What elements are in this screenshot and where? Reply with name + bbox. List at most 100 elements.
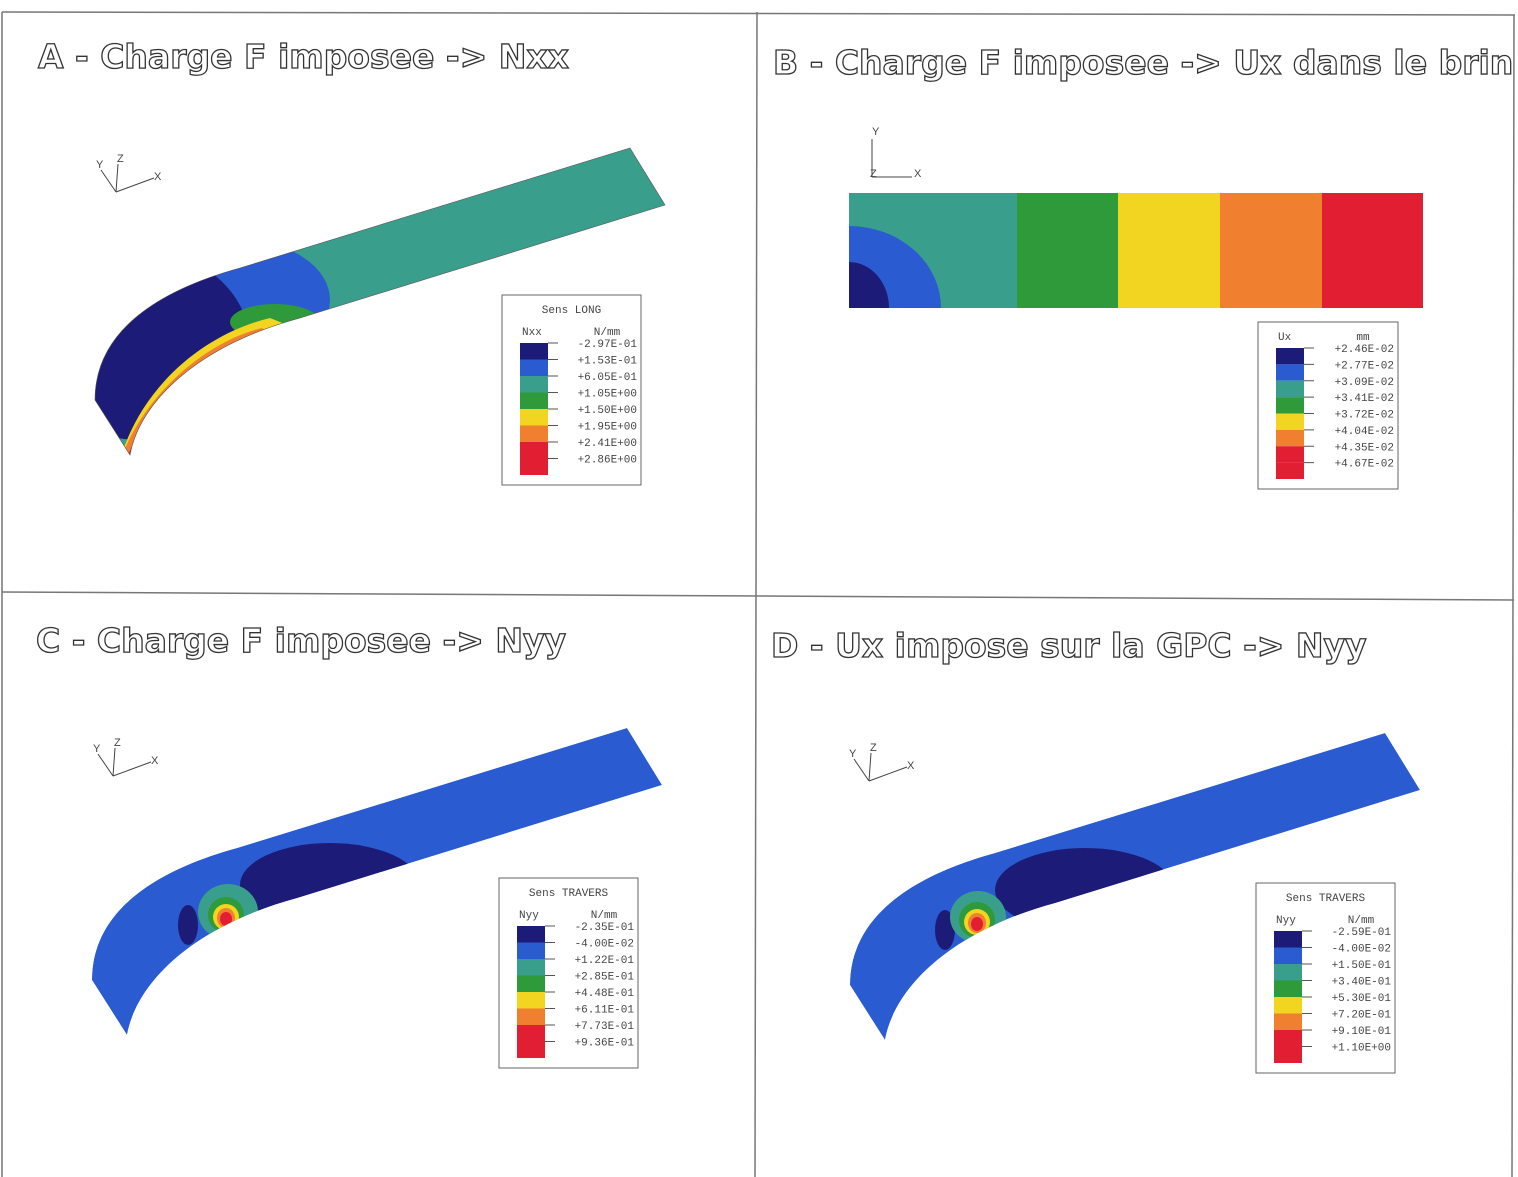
legend-label: -4.00E-02 — [575, 939, 634, 951]
legend-label: +2.46E-02 — [1335, 344, 1394, 356]
legend-swatch — [1274, 964, 1302, 981]
legend-label: +1.95E+00 — [578, 422, 637, 434]
legend-swatch — [1276, 364, 1304, 381]
legend-swatch — [1274, 931, 1302, 948]
legend-swatch — [520, 442, 548, 459]
legend-label: +1.50E+00 — [578, 405, 637, 417]
legend-swatch — [517, 926, 545, 943]
legend-swatch — [1274, 947, 1302, 964]
legend-label: +1.05E+00 — [578, 389, 637, 401]
panel-title: A - Charge F imposee -> Nxx — [38, 37, 569, 76]
legend-swatch — [520, 425, 548, 442]
axis-label: Z — [114, 737, 121, 749]
legend-unit: N/mm — [594, 327, 621, 339]
legend-label: +7.73E-01 — [575, 1021, 635, 1033]
legend-swatch — [1276, 446, 1304, 463]
legend-caption: Sens TRAVERS — [1286, 893, 1366, 905]
legend-label: +1.53E-01 — [578, 356, 638, 368]
axis-label: Z — [117, 153, 124, 165]
legend-label: +4.35E-02 — [1335, 442, 1394, 454]
legend-label: +2.86E+00 — [578, 455, 637, 467]
axis-triad — [115, 177, 155, 193]
legend-label: +6.05E-01 — [578, 372, 638, 384]
legend-swatch — [1276, 380, 1304, 398]
legend-swatch — [1274, 1013, 1302, 1030]
legend-label: +3.41E-02 — [1335, 393, 1394, 405]
legend-swatch — [1276, 397, 1304, 414]
legend-swatch — [1274, 1046, 1302, 1063]
legend-label: +3.09E-02 — [1335, 377, 1394, 389]
legend-label: -2.35E-01 — [575, 922, 635, 934]
axis-triad — [112, 747, 116, 777]
legend-swatch — [520, 376, 548, 393]
legend-quantity: Nxx — [522, 327, 542, 339]
axis-label: Z — [870, 742, 877, 754]
axis-label: X — [154, 171, 162, 183]
axis-triad — [112, 761, 152, 777]
axis-label: X — [907, 760, 915, 772]
legend-label: +5.30E-01 — [1332, 993, 1392, 1005]
axis-triad — [868, 766, 908, 782]
axis-triad — [100, 169, 117, 193]
legend-swatch — [517, 959, 545, 976]
legend-label: +1.50E-01 — [1332, 960, 1392, 972]
legend-swatch — [520, 409, 548, 426]
legend-label: -4.00E-02 — [1332, 944, 1391, 956]
panel-title: D - Ux impose sur la GPC -> Nyy — [771, 626, 1367, 665]
legend-quantity: Ux — [1278, 332, 1292, 344]
legend-quantity: Nyy — [519, 910, 539, 922]
axis-triad — [115, 163, 119, 193]
panel-title: B - Charge F imposee -> Ux dans le brin — [773, 43, 1513, 82]
legend-label: +2.85E-01 — [575, 972, 635, 984]
legend-unit: N/mm — [591, 910, 618, 922]
axis-triad — [97, 753, 114, 777]
legend-label: +4.67E-02 — [1335, 459, 1394, 471]
axis-label: Y — [96, 159, 104, 171]
axis-label: X — [151, 755, 159, 767]
legend-swatch — [1276, 413, 1304, 430]
fe-result-b — [849, 193, 1423, 308]
legend-swatch — [1276, 462, 1304, 479]
legend-caption: Sens LONG — [542, 305, 601, 317]
legend-unit: mm — [1356, 332, 1370, 344]
panel-frame — [1, 11, 1516, 1177]
legend-swatch — [517, 942, 545, 959]
legend-label: +7.20E-01 — [1332, 1010, 1392, 1022]
axis-triad — [868, 752, 872, 782]
axis-label: Y — [93, 743, 101, 755]
legend-swatch — [517, 1008, 545, 1025]
legend-swatch — [520, 359, 548, 376]
legend-label: +4.48E-01 — [575, 988, 635, 1000]
legend-label: -2.97E-01 — [578, 339, 638, 351]
axis-label: Y — [849, 748, 857, 760]
panel-title: C - Charge F imposee -> Nyy — [36, 621, 566, 660]
legend-swatch — [520, 392, 548, 409]
legend-swatch — [1274, 1030, 1302, 1047]
legend-swatch — [1274, 980, 1302, 997]
legend-label: +1.10E+00 — [1332, 1043, 1391, 1055]
legend-swatch — [520, 458, 548, 475]
legend-caption: Sens TRAVERS — [529, 888, 609, 900]
legend-swatch — [1274, 997, 1302, 1014]
axis-label: Z — [870, 168, 877, 180]
legend-label: +9.10E-01 — [1332, 1026, 1392, 1038]
legend-swatch — [1276, 348, 1304, 365]
axis-label: X — [914, 168, 922, 180]
legend-quantity: Nyy — [1276, 915, 1296, 927]
legend-label: +3.40E-01 — [1332, 977, 1392, 989]
legend-label: +6.11E-01 — [575, 1005, 635, 1017]
legend-swatch — [517, 992, 545, 1009]
axis-triad — [853, 758, 870, 782]
legend-label: -2.59E-01 — [1332, 927, 1392, 939]
legend-label: +2.77E-02 — [1335, 360, 1394, 372]
axis-label: Y — [872, 126, 880, 138]
legend-swatch — [517, 975, 545, 992]
legend-label: +3.72E-02 — [1335, 410, 1394, 422]
legend-label: +4.04E-02 — [1335, 426, 1394, 438]
legend-unit: N/mm — [1348, 915, 1375, 927]
legend-label: +9.36E-01 — [575, 1038, 635, 1050]
legend-swatch — [517, 1025, 545, 1042]
legend-label: +1.22E-01 — [575, 955, 635, 967]
legend-label: +2.41E+00 — [578, 438, 637, 450]
